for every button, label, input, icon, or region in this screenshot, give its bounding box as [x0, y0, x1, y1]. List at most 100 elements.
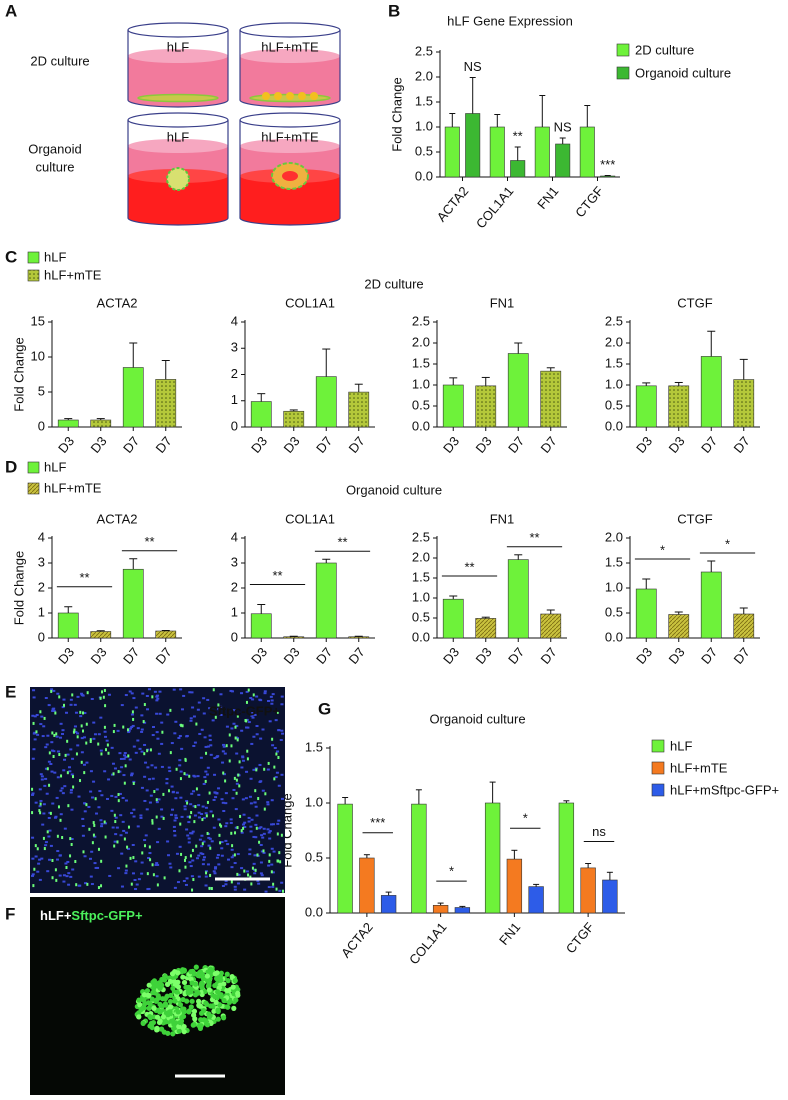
nucleus: [118, 792, 122, 795]
row-label: 2D culture: [30, 53, 89, 68]
nucleus: [270, 847, 274, 850]
gfp-cell: [189, 854, 192, 858]
nucleus: [198, 838, 202, 841]
gfp-cell: [228, 759, 231, 763]
bar: [380, 895, 397, 914]
image-label: Sftpc-GFP+: [209, 703, 281, 718]
nucleus: [280, 797, 284, 800]
nucleus: [237, 873, 241, 876]
nucleus: [160, 742, 164, 745]
nucleus: [62, 880, 66, 883]
nucleus: [143, 839, 147, 842]
gfp-cell: [91, 841, 94, 845]
gfp-cell: [149, 996, 155, 1002]
gfp-cell: [157, 1018, 163, 1024]
nucleus: [120, 885, 124, 888]
nucleus: [59, 722, 63, 725]
nucleus: [148, 801, 152, 804]
nucleus: [261, 789, 265, 792]
nucleus: [198, 732, 202, 735]
nucleus: [82, 736, 86, 739]
gfp-cell: [99, 696, 102, 700]
nucleus: [133, 878, 137, 881]
nucleus: [70, 808, 74, 811]
nucleus: [40, 857, 44, 860]
nucleus: [280, 729, 284, 732]
dish-wall: [127, 30, 229, 108]
nucleus: [221, 761, 225, 764]
legend-swatch: [27, 461, 40, 474]
gfp-cell: [204, 973, 210, 979]
gfp-cell: [263, 807, 266, 811]
nucleus: [114, 816, 118, 819]
nucleus: [105, 739, 109, 742]
nucleus: [225, 725, 229, 728]
nucleus: [157, 827, 161, 830]
nucleus: [202, 858, 206, 861]
x-tick-label: D7: [731, 644, 753, 666]
gfp-cell: [255, 768, 258, 772]
nucleus: [40, 715, 44, 718]
nucleus: [191, 859, 195, 862]
nucleus: [204, 806, 208, 809]
y-tick-label: 0: [38, 418, 45, 433]
nucleus: [36, 870, 40, 873]
nucleus: [268, 837, 272, 840]
nucleus: [44, 767, 48, 770]
gfp-cell: [209, 846, 212, 850]
gfp-cell: [185, 990, 191, 996]
gfp-cell: [60, 774, 63, 778]
nucleus: [52, 707, 56, 710]
nucleus: [206, 863, 210, 866]
y-tick-label: 1.5: [412, 569, 430, 584]
y-axis-label: Fold Change: [389, 77, 404, 151]
gfp-cell: [186, 1008, 193, 1014]
nucleus: [185, 828, 189, 831]
gfp-cell: [243, 869, 246, 873]
nucleus: [200, 845, 204, 848]
gfp-cell: [212, 814, 215, 818]
x-tick-label: D7: [153, 433, 175, 455]
nucleus: [118, 752, 122, 755]
nucleus: [154, 766, 158, 769]
nucleus: [185, 799, 189, 802]
x-tick-label: D3: [88, 644, 110, 666]
label-part: Sftpc-GFP+: [71, 908, 143, 923]
nucleus: [83, 810, 87, 813]
significance: NS: [464, 59, 482, 74]
gfp-cell: [208, 966, 214, 972]
gfp-cell: [112, 772, 115, 776]
gfp-cell: [82, 711, 85, 715]
nucleus: [151, 777, 155, 780]
bar: [442, 598, 464, 639]
nucleus: [117, 867, 121, 870]
nucleus: [124, 869, 128, 872]
nucleus: [128, 690, 132, 693]
nucleus: [259, 872, 263, 875]
nucleus: [93, 733, 97, 736]
nucleus: [280, 881, 284, 884]
y-tick-label: 0.5: [605, 397, 623, 412]
gfp-cell: [191, 1008, 198, 1014]
bar: [283, 636, 305, 639]
gfp-cell: [38, 809, 41, 813]
gfp-cell: [184, 856, 187, 860]
gfp-cell: [39, 802, 42, 806]
gfp-cell: [206, 1011, 212, 1017]
gfp-cell: [222, 771, 225, 775]
gfp-cell: [181, 724, 184, 728]
nucleus: [277, 819, 281, 822]
gfp-cell: [255, 826, 258, 830]
gfp-cell: [214, 970, 220, 976]
panel-label: D: [5, 457, 17, 476]
gfp-cell: [242, 826, 245, 830]
nucleus: [193, 741, 197, 744]
bar: [444, 126, 460, 178]
nucleus: [253, 854, 257, 857]
nucleus: [186, 815, 190, 818]
gfp-cell: [191, 1022, 197, 1028]
nucleus: [31, 792, 35, 795]
gfp-cell: [69, 837, 72, 841]
bar: [668, 614, 690, 639]
bar: [555, 143, 571, 178]
